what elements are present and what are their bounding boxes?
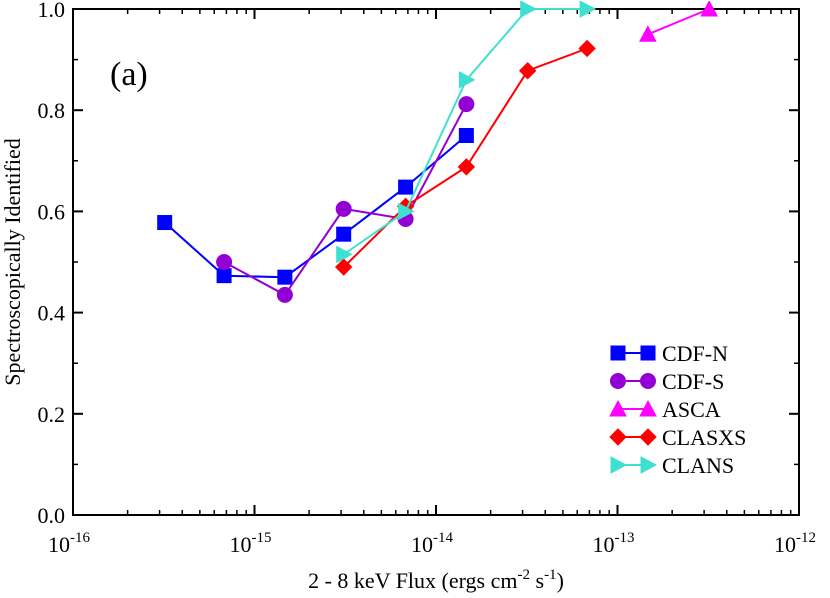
data-point-clans <box>336 245 353 264</box>
x-axis-title: 2 - 8 keV Flux (ergs cm-2 s-1) <box>308 567 564 593</box>
series-line-asca <box>647 8 710 36</box>
legend-item-asca: ASCA <box>609 397 721 422</box>
series-cdf-s <box>216 96 475 303</box>
data-point-cdf-n <box>216 268 232 284</box>
x-tick-label: 10-16 <box>48 530 90 557</box>
data-point-clasxs <box>578 39 596 58</box>
data-point-cdf-s <box>335 200 352 217</box>
data-point-clans <box>398 202 415 221</box>
legend-marker <box>640 373 656 389</box>
legend-marker <box>639 399 657 417</box>
legend-item-cdf-n: CDF-N <box>610 341 728 366</box>
data-point-cdf-n <box>458 128 474 143</box>
y-tick-label: 0.4 <box>38 301 66 326</box>
x-tick-label: 10-14 <box>411 530 453 557</box>
legend-marker <box>610 373 626 389</box>
legend-label: CDF-S <box>662 369 724 394</box>
legend-label: CDF-N <box>662 341 728 366</box>
data-point-clans <box>579 1 597 18</box>
data-point-clasxs <box>457 158 476 176</box>
series-clans <box>336 1 597 264</box>
y-tick-label: 0.8 <box>38 98 66 123</box>
x-tick-label: 10-12 <box>774 530 816 557</box>
legend-marker <box>610 456 628 474</box>
data-point-cdf-n <box>336 226 352 242</box>
data-point-asca <box>700 1 719 17</box>
y-tick-label: 0.6 <box>38 199 66 224</box>
legend-label: ASCA <box>662 397 721 422</box>
data-point-cdf-s <box>458 96 475 113</box>
series-asca <box>639 1 719 42</box>
data-point-cdf-s <box>276 286 293 303</box>
panel-label: (a) <box>110 56 148 93</box>
legend-item-clans: CLANS <box>610 453 734 478</box>
data-point-clasxs <box>334 258 353 276</box>
data-point-cdf-s <box>216 254 233 270</box>
series-line-cdf-n <box>164 134 468 279</box>
data-point-cdf-n <box>277 269 293 285</box>
series-cdf-n <box>157 128 474 285</box>
y-axis-title: Spectroscopically Identified <box>0 138 25 385</box>
data-point-clasxs <box>518 62 537 80</box>
legend-marker <box>639 428 657 446</box>
x-axis: 10-16 10-15 10-14 10-13 10-12 <box>48 9 816 557</box>
data-point-clans <box>458 71 476 89</box>
data-point-cdf-n <box>398 179 414 195</box>
y-tick-label: 1.0 <box>38 0 66 22</box>
legend-label: CLANS <box>662 453 734 478</box>
legend-marker <box>640 345 656 361</box>
legend: CDF-N CDF-S ASCA CLASXS CLANS <box>609 341 746 478</box>
legend-marker <box>609 399 627 417</box>
y-axis: 0.0 0.2 0.4 0.6 0.8 1.0 <box>38 0 799 528</box>
legend-item-clasxs: CLASXS <box>609 425 746 450</box>
x-tick-label: 10-13 <box>593 530 635 557</box>
data-point-cdf-n <box>157 215 173 231</box>
legend-marker <box>640 456 658 474</box>
data-point-clans <box>520 1 537 18</box>
x-tick-label: 10-15 <box>230 530 272 557</box>
data-point-asca <box>639 25 657 42</box>
y-tick-label: 0.2 <box>38 402 66 427</box>
series-layer <box>157 1 719 303</box>
legend-marker <box>610 345 626 361</box>
y-tick-label: 0.0 <box>38 503 66 528</box>
legend-marker <box>609 428 627 446</box>
legend-item-cdf-s: CDF-S <box>610 369 724 394</box>
legend-label: CLASXS <box>662 425 746 450</box>
